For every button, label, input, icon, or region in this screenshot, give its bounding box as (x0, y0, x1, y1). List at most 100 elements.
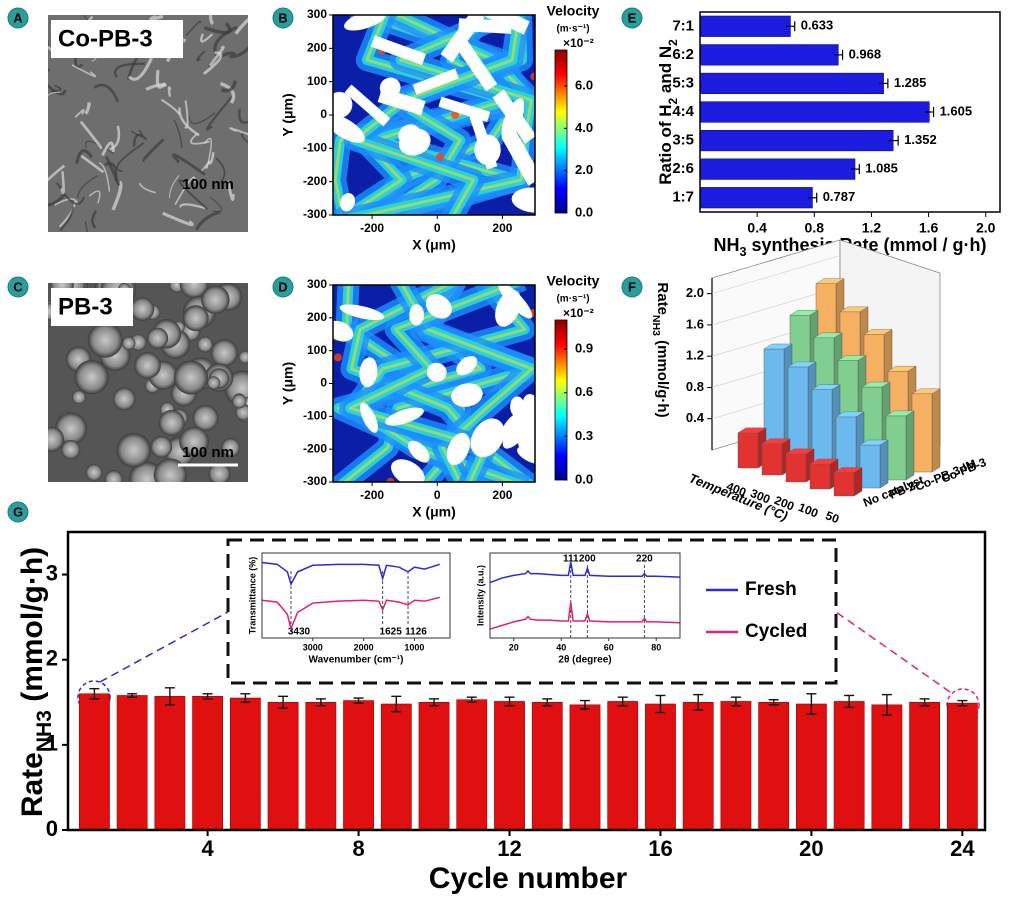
sem-wrinkle (138, 182, 156, 194)
sem-wrinkle (111, 180, 123, 211)
sem-wrinkle (202, 51, 223, 75)
obstacle (451, 383, 483, 407)
bar-top (911, 388, 941, 395)
bar-top (811, 384, 841, 390)
bar (699, 15, 791, 37)
hot-spot (333, 353, 342, 362)
sem-grain (179, 283, 209, 299)
obstacle (412, 68, 459, 95)
bar-top (815, 278, 845, 284)
bar-top (839, 306, 869, 313)
x-tick-label: 16 (648, 836, 672, 861)
y-axis-label: Y (μm) (280, 93, 296, 136)
sem-wrinkle (200, 33, 214, 43)
y-tick-label: 100 (307, 343, 327, 357)
sem-wrinkle (167, 86, 172, 97)
bar-side (931, 388, 941, 473)
x-axis-label: Wavenumber (cm⁻¹) (309, 655, 404, 666)
y-tick-label: 1 (46, 731, 58, 756)
obstacle (408, 440, 430, 463)
sem-wrinkle (48, 29, 50, 50)
bar-top (809, 458, 839, 465)
sem-wrinkle (84, 221, 89, 232)
bar (79, 693, 110, 831)
caption-box (51, 20, 183, 58)
bar (569, 704, 601, 831)
bar (456, 699, 488, 831)
colorbar-tick-label: 0.0 (575, 204, 593, 219)
velocity-map (333, 285, 535, 482)
bar (785, 453, 807, 483)
bar (645, 703, 676, 831)
y-tick-label: 200 (307, 41, 327, 55)
bar (909, 701, 941, 831)
obstacle (359, 357, 378, 388)
bar (859, 444, 881, 489)
sem-wrinkle (132, 133, 148, 147)
sem-wrinkle (188, 112, 216, 125)
z-axis-label-part: NH3 (650, 315, 662, 336)
bar-top (737, 427, 767, 434)
bar (699, 44, 839, 66)
sem-wrinkle (206, 95, 233, 131)
bar (699, 187, 813, 209)
y-tick-label: 300 (307, 277, 327, 291)
x-tick-label: 4 (202, 836, 215, 861)
colorbar-title: Velocity (547, 273, 600, 289)
bar (531, 701, 563, 831)
obstacle (360, 402, 379, 433)
y-axis-label-part: NH3 (33, 710, 56, 752)
y-axis-label-part: (mmol/g·h) (16, 547, 49, 710)
sem-wrinkle (48, 164, 66, 182)
x-axis-label: 2θ (degree) (558, 655, 611, 666)
z-tick-label: 2.0 (686, 285, 704, 300)
hot-spot (451, 110, 460, 119)
grid-line (711, 255, 841, 294)
bar-side (905, 410, 915, 481)
obstacle (344, 84, 391, 127)
sem-grain (112, 387, 136, 411)
bar (267, 701, 299, 831)
panel-label: F (628, 279, 636, 294)
sem-grain (208, 462, 231, 482)
y-axis-label: Intensity (a.u.) (475, 565, 485, 626)
obstacle (333, 113, 365, 143)
bar-top (863, 329, 893, 335)
obstacle (391, 459, 425, 482)
colorbar-unit: (m·s⁻¹) (556, 294, 589, 305)
bar-top (763, 343, 793, 350)
sem-wrinkle (48, 193, 66, 207)
caption: Co-PB-3 (58, 25, 153, 52)
bar-top (837, 355, 867, 361)
obstacle (510, 396, 525, 417)
bar-top (761, 438, 791, 444)
bar (154, 696, 186, 831)
sem-grain (173, 360, 208, 395)
sem-wrinkle (48, 68, 51, 72)
z-axis-label-part: Rate (654, 282, 671, 315)
sem-wrinkle (241, 132, 248, 144)
sem-wrinkle (172, 153, 206, 176)
x-tick-label: 50 (823, 508, 841, 526)
z-axis-label: RateNH3 (mmol/g·h) (650, 282, 671, 417)
y-tick-label: 1:7 (672, 189, 694, 206)
obstacle (474, 134, 501, 166)
bar (871, 704, 903, 831)
sem-wrinkle (179, 203, 206, 210)
obstacle (501, 98, 525, 141)
bar-top (787, 361, 817, 368)
hot-spot (530, 72, 535, 81)
x-tick-label: 2.0 (976, 220, 996, 236)
y-tick-label: 2:6 (672, 160, 694, 177)
bar-top (887, 365, 917, 372)
x-tick-label: 12 (497, 836, 521, 861)
x-tick-label: 1000 (404, 642, 424, 652)
y-axis-label-part: and N (656, 46, 675, 98)
sem-wrinkle (162, 211, 194, 227)
sem-wrinkle (196, 50, 206, 62)
y-axis-label-part: Rate (16, 752, 49, 817)
obstacle (470, 418, 505, 458)
y-tick-label: 3 (46, 560, 58, 585)
y-axis-label: Y (μm) (280, 362, 296, 405)
sem-wrinkle (203, 22, 232, 35)
